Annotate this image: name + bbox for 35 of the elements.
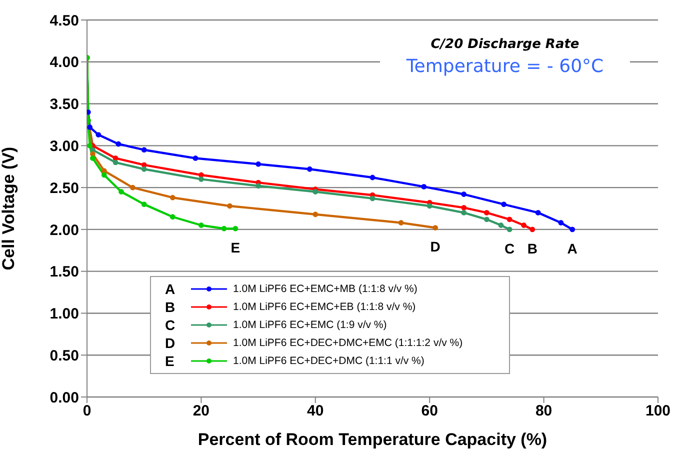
text: C [165, 317, 176, 333]
x-axis-title: Percent of Room Temperature Capacity (%) [198, 430, 548, 449]
legend-label: 1.0M LiPF6 EC+DEC+DMC (1:1:1 v/v %) [233, 355, 424, 367]
y-tick-label: 4.50 [50, 12, 79, 30]
text: B [165, 299, 176, 315]
x-tick-label: 80 [535, 402, 552, 420]
text: E [165, 353, 174, 369]
legend-label: 1.0M LiPF6 EC+DEC+DMC+EMC (1:1:1:2 v/v %) [233, 337, 463, 349]
y-tick-label: 0.00 [50, 389, 79, 406]
text: D [165, 335, 176, 351]
y-tick-label: 2.50 [50, 180, 79, 197]
x-tick-label: 60 [421, 402, 438, 420]
y-tick-label: 3.00 [50, 138, 79, 155]
legend-label: 1.0M LiPF6 EC+EMC+EB (1:1:8 v/v %) [233, 301, 416, 313]
annotation: A [567, 240, 578, 256]
legend-label: 1.0M LiPF6 EC+EMC+MB (1:1:8 v/v %) [233, 283, 418, 295]
y-tick-label: 1.00 [50, 306, 79, 323]
annotation: B [527, 240, 538, 256]
y-axis-title: Cell Voltage (V) [0, 146, 18, 270]
y-tick-label: 4.00 [50, 54, 79, 72]
annotation: C [504, 240, 515, 256]
legend-label: 1.0M LiPF6 EC+EMC (1:9 v/v %) [233, 319, 387, 331]
y-tick-label: 1.50 [50, 264, 79, 281]
annotation: E [230, 240, 240, 256]
x-tick-label: 20 [192, 402, 210, 420]
y-tick-label: 3.50 [50, 96, 79, 114]
y-tick-label: 0.50 [50, 347, 79, 364]
annotation: C/20 Discharge Rate [430, 37, 580, 52]
annotation: D [430, 238, 440, 255]
x-tick-label: 0 [82, 402, 92, 420]
annotation: Temperature = - 60°C [405, 56, 605, 77]
x-tick-label: 100 [645, 402, 671, 420]
x-tick-label: 40 [307, 402, 324, 420]
y-tick-label: 2.00 [50, 222, 79, 239]
text: A [165, 281, 176, 297]
